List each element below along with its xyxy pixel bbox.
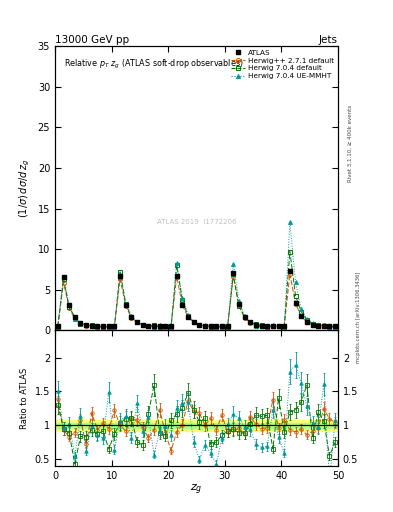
Text: Jets: Jets: [319, 35, 338, 45]
Text: Rivet 3.1.10, ≥ 400k events: Rivet 3.1.10, ≥ 400k events: [348, 105, 353, 182]
Y-axis label: Ratio to ATLAS: Ratio to ATLAS: [20, 368, 29, 429]
Text: 13000 GeV pp: 13000 GeV pp: [55, 35, 129, 45]
Text: mcplots.cern.ch [arXiv:1306.3436]: mcplots.cern.ch [arXiv:1306.3436]: [356, 272, 361, 363]
Legend: ATLAS, Herwig++ 2.7.1 default, Herwig 7.0.4 default, Herwig 7.0.4 UE-MMHT: ATLAS, Herwig++ 2.7.1 default, Herwig 7.…: [230, 48, 336, 81]
Y-axis label: $(1/\sigma)\,d\sigma/d\,z_g$: $(1/\sigma)\,d\sigma/d\,z_g$: [18, 159, 32, 218]
X-axis label: $z_g$: $z_g$: [190, 482, 203, 497]
Text: ATLAS 2019  I1772206: ATLAS 2019 I1772206: [157, 220, 236, 225]
Text: Relative $p_T$ $z_g$ (ATLAS soft-drop observables): Relative $p_T$ $z_g$ (ATLAS soft-drop ob…: [64, 57, 244, 71]
